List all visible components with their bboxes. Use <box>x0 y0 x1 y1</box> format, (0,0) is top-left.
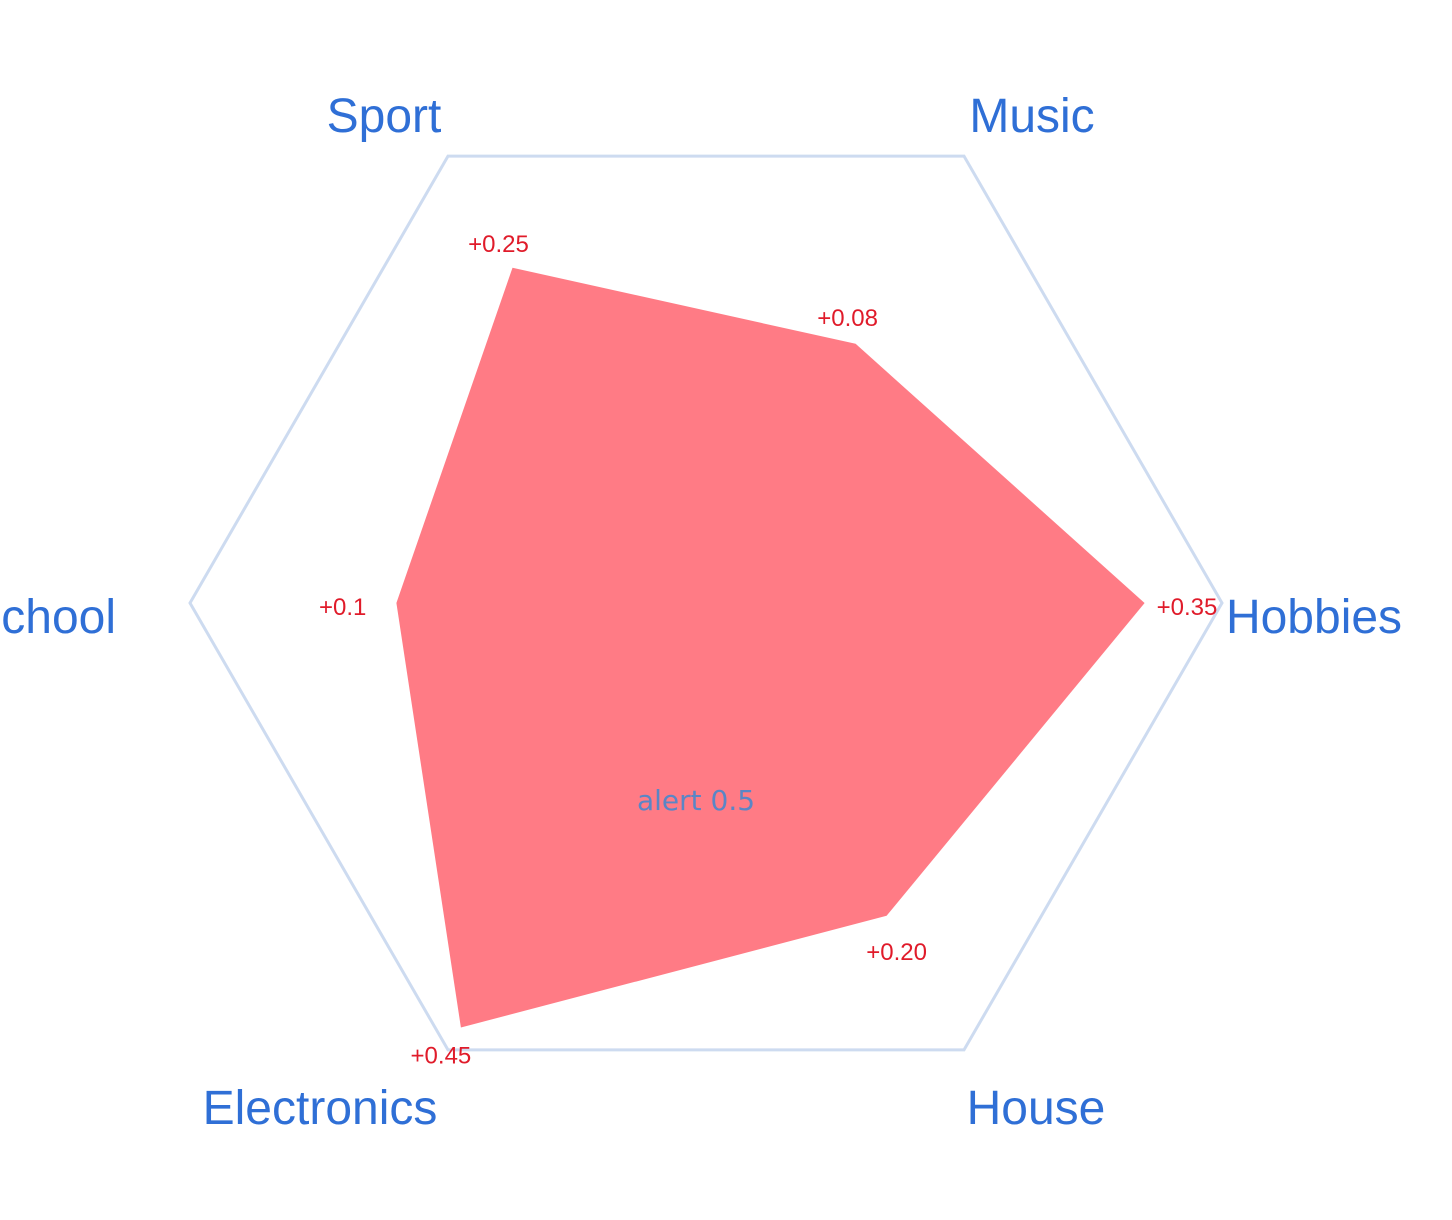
category-label: Electronics <box>203 1082 438 1135</box>
category-label: School <box>0 591 116 644</box>
radar-outer-ring <box>188 154 1224 1052</box>
series-area-0 <box>396 267 1145 1028</box>
category-label: Hobbies <box>1226 591 1402 644</box>
data-label: +0.20 <box>866 939 927 966</box>
radar-grid <box>188 154 1224 1052</box>
threshold-label: alert 0.5 <box>637 784 755 817</box>
data-label: +0.25 <box>468 231 529 258</box>
series-layer <box>396 267 1145 1028</box>
data-label: +0.08 <box>817 305 878 332</box>
label-layer: Hobbies Music Sport School Electronics House +… <box>0 90 1402 1135</box>
data-label: +0.45 <box>411 1043 472 1070</box>
category-label: House <box>967 1082 1106 1135</box>
category-label: Sport <box>327 90 442 143</box>
data-label: +0.1 <box>319 594 366 621</box>
category-label: Music <box>969 90 1094 143</box>
data-label: +0.35 <box>1157 594 1218 621</box>
